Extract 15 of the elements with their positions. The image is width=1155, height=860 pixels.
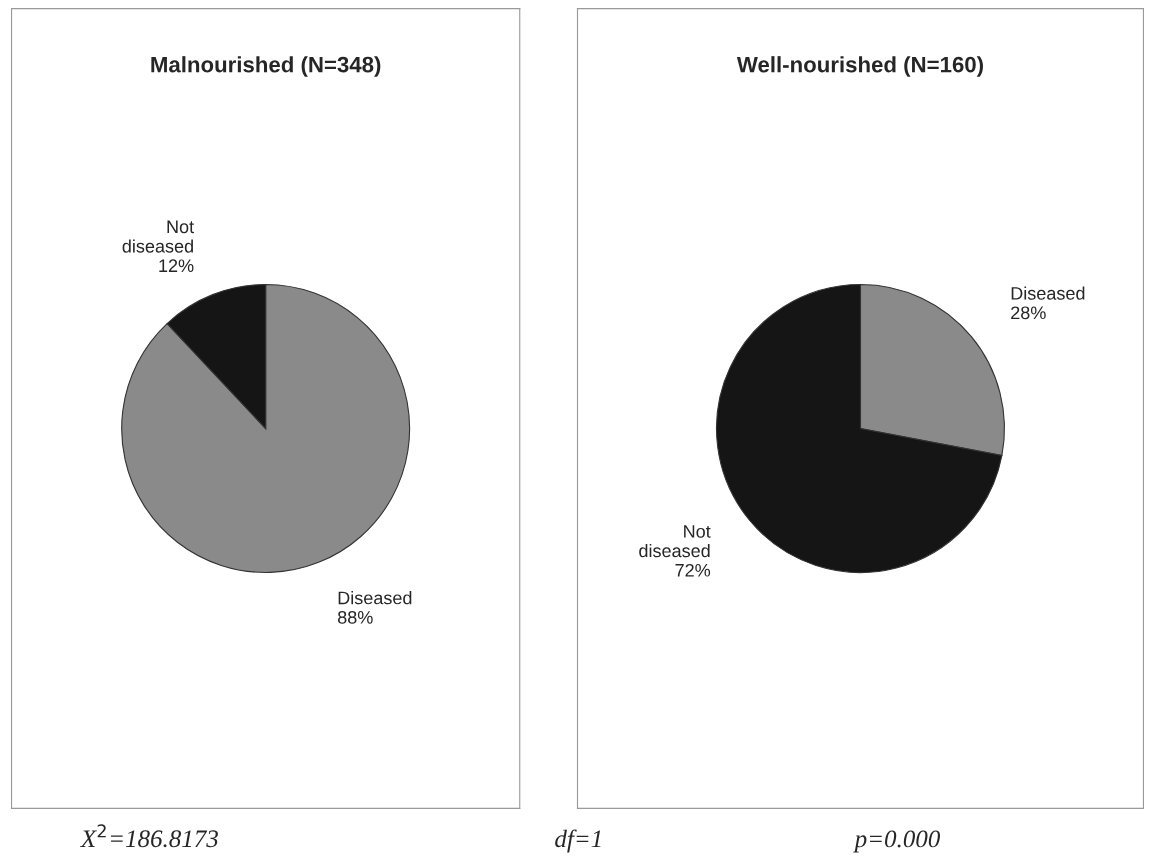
slice-label: Not diseased <box>639 525 711 558</box>
slice-label: Not diseased <box>122 220 194 253</box>
data-label: 28% <box>1011 306 1046 320</box>
text: X$^{2}$=186.8173 <box>80 824 218 848</box>
chart-title: Well-nourished (N=160) <box>736 56 983 77</box>
pie-slice <box>121 283 411 574</box>
data-label: 72% <box>675 563 711 577</box>
slice-label: Diseased <box>338 591 412 605</box>
data-label: 88% <box>337 610 373 624</box>
chart-title: Malnourished (N=348) <box>151 56 381 77</box>
data-label: 12% <box>159 259 194 273</box>
text: p=0.000 <box>853 830 940 853</box>
text: df=1 <box>555 829 601 853</box>
slice-label: Diseased <box>1011 286 1085 300</box>
pie-slice <box>715 283 1003 573</box>
